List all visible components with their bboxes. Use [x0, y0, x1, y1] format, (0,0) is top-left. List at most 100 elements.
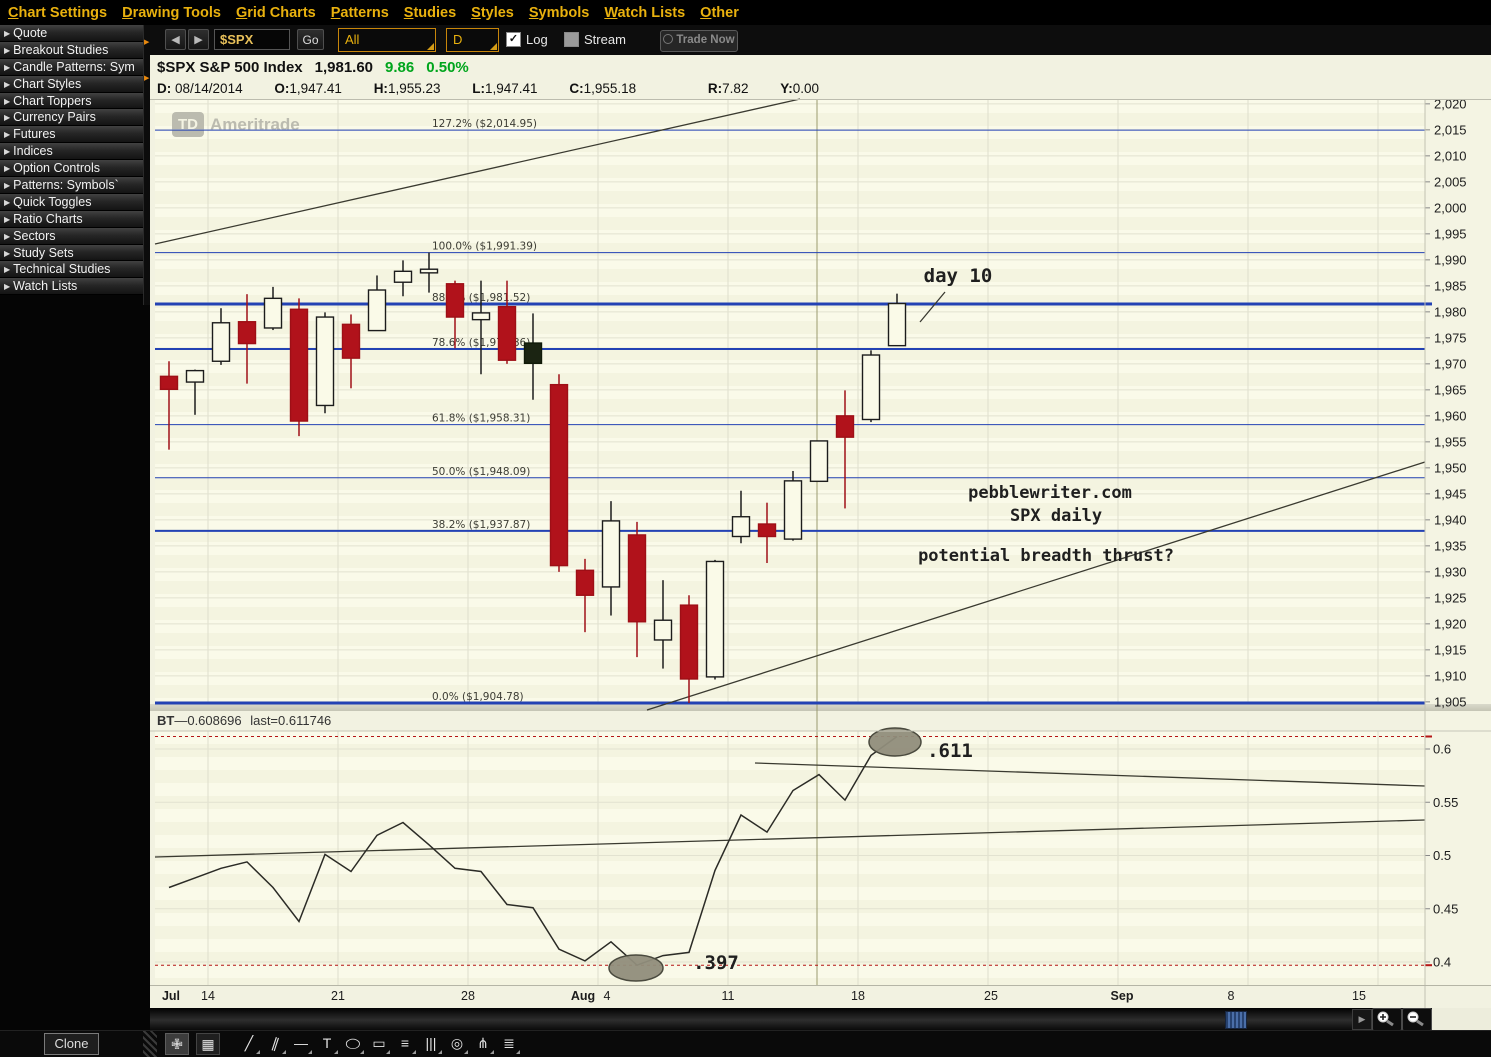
chevron-right-icon: ▶ [4, 248, 11, 258]
chevron-right-icon: ▶ [4, 265, 11, 275]
sidebar-item-sectors[interactable]: ▶ Sectors [0, 227, 150, 245]
menu-drawing-tools[interactable]: Drawing Tools [122, 4, 221, 21]
chart-type-tool[interactable]: ▦ [196, 1033, 220, 1055]
sidebar-item-chart-toppers[interactable]: ▶ Chart Toppers [0, 92, 150, 110]
scrollbar-thumb[interactable] [1225, 1011, 1247, 1029]
menu-chart-settings[interactable]: Chart Settings [8, 4, 108, 21]
sidebar-item-quick-toggles[interactable]: ▶ Quick Toggles [0, 193, 150, 211]
stream-checkbox[interactable]: Stream [564, 32, 626, 47]
svg-text:Aug: Aug [571, 989, 595, 1003]
sidebar-item-ratio-charts[interactable]: ▶ Ratio Charts [0, 210, 150, 228]
svg-text:11: 11 [722, 989, 735, 1003]
candlesticks [159, 252, 907, 703]
sidebar-item-indices[interactable]: ▶ Indices [0, 143, 150, 161]
chevron-right-icon: ▶ [4, 164, 11, 174]
sidebar-expand-icon[interactable]: ▶ [144, 39, 150, 46]
fib-retracement-icon: ≡ [400, 1035, 410, 1051]
period-dropdown[interactable]: D [446, 28, 499, 52]
sidebar-item-patterns-symbols[interactable]: ▶ Patterns: Symbols` [0, 177, 150, 194]
main-price-pane[interactable] [155, 100, 1425, 703]
bt-indicator-pane[interactable] [155, 731, 1425, 985]
bt-study-header[interactable]: BT—0.608696 last=0.611746 [157, 713, 332, 728]
quote-summary: $SPX S&P 500 Index 1,981.60 9.86 0.50% [157, 59, 469, 76]
sidebar-item-option-controls[interactable]: ▶ Option Controls [0, 160, 150, 178]
menu-watch-lists[interactable]: Watch Lists [604, 4, 686, 21]
chevron-right-icon: ▶ [4, 147, 11, 157]
chevron-right-icon: ▶ [4, 29, 11, 38]
svg-text:1,950: 1,950 [1434, 460, 1467, 475]
svg-text:4: 4 [604, 989, 611, 1003]
forward-button[interactable]: ▶ [188, 29, 209, 50]
menu-other[interactable]: Other [700, 4, 739, 21]
sidebar-item-study-sets[interactable]: ▶ Study Sets [0, 244, 150, 262]
sidebar-item-candle-patterns-sym[interactable]: ▶ Candle Patterns: Sym [0, 58, 150, 76]
stream-checkbox-box[interactable] [564, 32, 579, 47]
pointer-tool[interactable]: ✙ [165, 1033, 189, 1055]
range-dropdown[interactable]: All [338, 28, 436, 52]
svg-text:.397: .397 [693, 952, 739, 974]
fib-time-tool[interactable]: ||| [419, 1033, 443, 1055]
sidebar-expand-icon[interactable]: ▶ [144, 75, 150, 82]
sidebar-item-chart-styles[interactable]: ▶ Chart Styles [0, 75, 150, 93]
gridlines [155, 100, 1425, 985]
chart-canvas[interactable]: 127.2% ($2,014.95)100.0% ($1,991.39)88.6… [150, 55, 1491, 1008]
svg-text:1,975: 1,975 [1434, 330, 1467, 345]
fan-lines-tool[interactable]: ⋔ [471, 1033, 495, 1055]
fib-retracement-tool[interactable]: ≡ [393, 1033, 417, 1055]
horizontal-line-tool[interactable]: — [289, 1033, 313, 1055]
bt-study [155, 727, 1425, 982]
sidebar-item-breakout-studies[interactable]: ▶ Breakout Studies [0, 41, 150, 59]
menu-patterns[interactable]: Patterns [330, 4, 389, 21]
sidebar-item-label: Chart Styles [13, 76, 82, 91]
rectangle-tool[interactable]: ▭ [367, 1033, 391, 1055]
log-checkbox-box[interactable]: ✓ [506, 32, 521, 47]
fan-lines-icon: ⋔ [477, 1035, 489, 1051]
zoom-out-button[interactable] [1402, 1008, 1432, 1031]
line-styles-tool[interactable]: ≣ [497, 1033, 521, 1055]
top-toolbar: ◀ ▶ Go All D ✓ Log Stream Trade Now [150, 25, 1491, 55]
clone-button[interactable]: Clone [44, 1033, 99, 1055]
menu-styles[interactable]: Styles [471, 4, 514, 21]
text-tool[interactable]: T [315, 1033, 339, 1055]
menu-symbols[interactable]: Symbols [528, 4, 590, 21]
svg-text:25: 25 [984, 989, 998, 1003]
ellipse-tool[interactable]: ◯ [341, 1033, 365, 1055]
sidebar-item-watch-lists[interactable]: ▶ Watch Lists [0, 278, 150, 296]
menu-studies[interactable]: Studies [403, 4, 457, 21]
svg-text:0.4: 0.4 [1433, 955, 1451, 970]
symbol-input[interactable] [214, 29, 290, 50]
time-axis[interactable] [150, 985, 1491, 1008]
chevron-right-icon: ▶ [4, 282, 11, 292]
circled-pointer-tool[interactable]: ◎ [445, 1033, 469, 1055]
svg-text:0.0% ($1,904.78): 0.0% ($1,904.78) [432, 691, 524, 703]
horizontal-scrollbar[interactable]: ▶ [150, 1008, 1491, 1031]
go-button[interactable]: Go [297, 29, 324, 50]
back-button[interactable]: ◀ [165, 29, 186, 50]
svg-text:0.55: 0.55 [1433, 795, 1458, 810]
price-change-pct: 0.50% [426, 59, 469, 76]
pane-splitter[interactable] [150, 704, 1491, 711]
parallel-lines-tool[interactable]: ∥ [263, 1033, 287, 1055]
sidebar-item-futures[interactable]: ▶ Futures [0, 126, 150, 144]
sidebar-scroll-lane[interactable]: ▶ ▶ [143, 25, 150, 305]
trendline-tool[interactable]: ╱ [237, 1033, 261, 1055]
price-axis[interactable] [1425, 100, 1491, 1008]
trade-now-button[interactable]: Trade Now [660, 30, 738, 52]
text-icon: T [322, 1035, 332, 1051]
scroll-right-button[interactable]: ▶ [1352, 1009, 1372, 1030]
sidebar-item-label: Patterns: Symbols` [13, 178, 119, 193]
menu-bar: Chart Settings Drawing Tools Grid Charts Pa… [0, 0, 1491, 25]
log-checkbox[interactable]: ✓ Log [506, 32, 548, 47]
resize-hatch [143, 1031, 157, 1057]
sidebar-item-technical-studies[interactable]: ▶ Technical Studies [0, 261, 150, 279]
sidebar-item-currency-pairs[interactable]: ▶ Currency Pairs [0, 109, 150, 127]
sidebar-item-quote[interactable]: ▶ Quote [0, 25, 150, 42]
svg-text:1,990: 1,990 [1434, 252, 1467, 267]
zoom-in-button[interactable] [1372, 1008, 1402, 1031]
sidebar-item-label: Ratio Charts [13, 211, 83, 226]
svg-text:28: 28 [461, 989, 475, 1003]
svg-text:1,920: 1,920 [1434, 616, 1467, 631]
trendline-icon: ╱ [244, 1035, 254, 1051]
menu-grid-charts[interactable]: Grid Charts [235, 4, 316, 21]
